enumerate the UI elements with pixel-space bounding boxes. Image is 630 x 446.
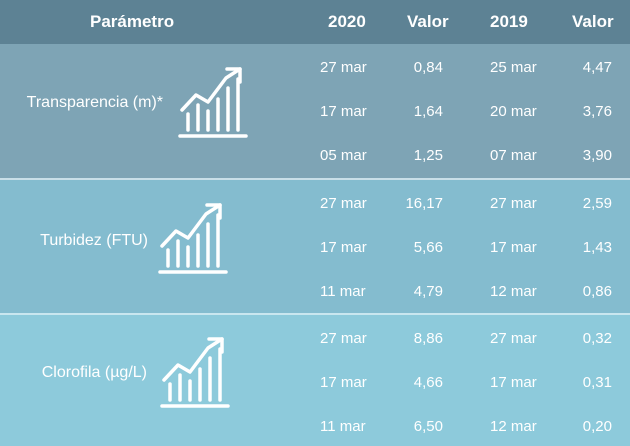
header-year-2020: 2020 bbox=[328, 12, 366, 31]
value-2020-cell: 0,84 bbox=[413, 59, 443, 76]
parameter-section-transparencia-m: Transparencia (m)* 27 mar 0,84 25 mar 4,47 17… bbox=[0, 44, 630, 180]
value-2019-cell: 3,90 bbox=[582, 147, 612, 164]
date-2020-cell: 27 mar bbox=[320, 59, 367, 76]
header-parameter: Parámetro bbox=[90, 12, 175, 31]
value-2019-cell: 4,47 bbox=[582, 59, 612, 76]
value-2019-cell: 3,76 bbox=[582, 103, 612, 120]
header-value-2020: Valor bbox=[407, 12, 449, 31]
date-2019-cell: 25 mar bbox=[490, 59, 537, 76]
parameter-label: Clorofila (µg/L) bbox=[41, 364, 147, 381]
date-2019-cell: 12 mar bbox=[490, 283, 537, 300]
value-2019-cell: 0,20 bbox=[582, 418, 612, 435]
date-2020-cell: 27 mar bbox=[320, 195, 367, 212]
date-2020-cell: 11 mar bbox=[320, 283, 366, 300]
parameter-label: Turbidez (FTU) bbox=[40, 232, 148, 249]
value-2020-cell: 8,86 bbox=[413, 330, 443, 347]
value-2020-cell: 4,66 bbox=[413, 374, 443, 391]
value-2019-cell: 0,86 bbox=[582, 283, 612, 300]
date-2020-cell: 27 mar bbox=[320, 330, 367, 347]
value-2020-cell: 5,66 bbox=[413, 239, 443, 256]
date-2020-cell: 17 mar bbox=[320, 374, 367, 391]
date-2019-cell: 12 mar bbox=[490, 418, 537, 435]
bar-chart-trend-up-icon bbox=[178, 67, 248, 138]
value-2020-cell: 1,25 bbox=[413, 147, 443, 164]
date-2020-cell: 17 mar bbox=[320, 239, 367, 256]
value-2019-cell: 1,43 bbox=[582, 239, 612, 256]
value-2020-cell: 1,64 bbox=[413, 103, 443, 120]
value-2020-cell: 4,79 bbox=[413, 283, 443, 300]
value-2019-cell: 0,32 bbox=[582, 330, 612, 347]
table-header: Parámetro 2020 Valor 2019 Valor bbox=[0, 0, 630, 44]
date-2019-cell: 27 mar bbox=[490, 195, 537, 212]
bar-chart-trend-up-icon bbox=[160, 337, 230, 408]
parameter-section-clorofila-g-l: Clorofila (µg/L) 27 mar 8,86 27 mar 0,32 17 m… bbox=[0, 315, 630, 446]
value-2020-cell: 16,17 bbox=[405, 195, 443, 212]
parameter-section-turbidez-ftu: Turbidez (FTU) 27 mar 16,17 27 mar 2,59 17 ma… bbox=[0, 180, 630, 315]
header-value-2019: Valor bbox=[572, 12, 614, 31]
value-2020-cell: 6,50 bbox=[413, 418, 443, 435]
date-2019-cell: 27 mar bbox=[490, 330, 537, 347]
date-2019-cell: 07 mar bbox=[490, 147, 537, 164]
date-2019-cell: 17 mar bbox=[490, 239, 537, 256]
bar-chart-trend-up-icon bbox=[158, 203, 228, 274]
date-2019-cell: 20 mar bbox=[490, 103, 537, 120]
date-2020-cell: 11 mar bbox=[320, 418, 366, 435]
date-2019-cell: 17 mar bbox=[490, 374, 537, 391]
value-2019-cell: 0,31 bbox=[582, 374, 612, 391]
date-2020-cell: 17 mar bbox=[320, 103, 367, 120]
value-2019-cell: 2,59 bbox=[582, 195, 612, 212]
header-year-2019: 2019 bbox=[490, 12, 528, 31]
parameter-label: Transparencia (m)* bbox=[26, 94, 163, 111]
date-2020-cell: 05 mar bbox=[320, 147, 367, 164]
